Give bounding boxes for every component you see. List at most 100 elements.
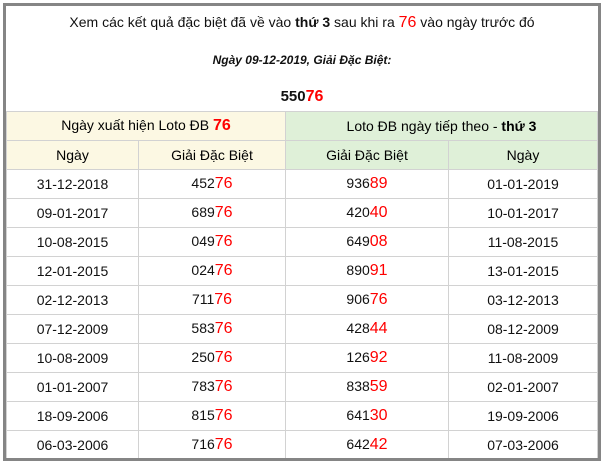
col-header-date: Ngày <box>6 140 139 170</box>
next-prize-head: 641 <box>346 407 370 423</box>
next-date-cell: 19-09-2006 <box>448 401 598 431</box>
next-prize-head: 642 <box>346 436 370 452</box>
prize-head: 783 <box>191 378 215 394</box>
table-row: 01-01-2007 78376 83859 02-01-2007 <box>6 372 598 402</box>
table-row: 07-12-2009 58376 42844 08-12-2009 <box>6 314 598 344</box>
date-cell: 09-01-2017 <box>6 198 139 228</box>
next-prize-head: 936 <box>346 175 370 191</box>
prize-tail: 76 <box>214 204 233 221</box>
next-prize-head: 420 <box>346 204 370 220</box>
next-prize-head: 890 <box>346 262 370 278</box>
next-prize-head: 126 <box>346 349 370 365</box>
next-prize-cell: 42040 <box>285 198 449 228</box>
next-date-cell: 11-08-2009 <box>448 343 598 373</box>
prize-head: 452 <box>191 175 215 191</box>
table-row: 10-08-2009 25076 12692 11-08-2009 <box>6 343 598 373</box>
group-left-label: Ngày xuất hiện Loto ĐB <box>61 117 213 133</box>
intro-pre: Xem các kết quả đặc biệt đã về vào <box>69 14 296 30</box>
group-right-label: Loto ĐB ngày tiếp theo - <box>346 118 502 134</box>
prize-head: 024 <box>191 262 215 278</box>
next-prize-tail: 30 <box>369 407 388 424</box>
intro-mid: sau khi ra <box>330 14 399 30</box>
next-date-cell: 11-08-2015 <box>448 227 598 257</box>
next-prize-tail: 59 <box>369 378 388 395</box>
next-prize-tail: 44 <box>369 320 388 337</box>
col-header-next-date: Ngày <box>448 140 598 170</box>
prize-cell: 71676 <box>138 430 286 458</box>
date-cell: 07-12-2009 <box>6 314 139 344</box>
results-table: Ngày xuất hiện Loto ĐB 76 Loto ĐB ngày t… <box>6 111 598 458</box>
prize-head: 711 <box>191 291 215 307</box>
prize-tail: 76 <box>214 407 233 424</box>
next-prize-cell: 90676 <box>285 285 449 315</box>
table-row: 09-01-2017 68976 42040 10-01-2017 <box>6 198 598 228</box>
intro-weekday: thứ 3 <box>295 14 331 30</box>
prize-head: 250 <box>191 349 215 365</box>
prize-cell: 25076 <box>138 343 286 373</box>
prize-cell: 04976 <box>138 227 286 257</box>
prize-tail: 76 <box>214 320 233 337</box>
next-date-cell: 03-12-2013 <box>448 285 598 315</box>
date-cell: 02-12-2013 <box>6 285 139 315</box>
special-tail: 76 <box>305 88 324 105</box>
prize-tail: 76 <box>214 233 233 250</box>
table-row: 31-12-2018 45276 93689 01-01-2019 <box>6 169 598 199</box>
next-date-cell: 07-03-2006 <box>448 430 598 458</box>
table-row: 10-08-2015 04976 64908 11-08-2015 <box>6 227 598 257</box>
prize-tail: 76 <box>214 291 233 308</box>
next-prize-head: 428 <box>346 320 370 336</box>
prize-cell: 45276 <box>138 169 286 199</box>
prize-head: 689 <box>191 204 215 220</box>
next-date-cell: 13-01-2015 <box>448 256 598 286</box>
date-cell: 01-01-2007 <box>6 372 139 402</box>
table-row: 18-09-2006 81576 64130 19-09-2006 <box>6 401 598 431</box>
group-right-weekday: thứ 3 <box>501 118 537 134</box>
table-row: 12-01-2015 02476 89091 13-01-2015 <box>6 256 598 286</box>
prize-head: 716 <box>191 436 215 452</box>
prize-tail: 76 <box>214 175 233 192</box>
prize-head: 049 <box>191 233 215 249</box>
next-prize-tail: 08 <box>369 233 388 250</box>
next-prize-cell: 83859 <box>285 372 449 402</box>
group-header-left: Ngày xuất hiện Loto ĐB 76 <box>6 111 286 141</box>
next-prize-head: 906 <box>346 291 370 307</box>
next-prize-cell: 93689 <box>285 169 449 199</box>
results-panel: Xem các kết quả đặc biệt đã về vào thứ 3… <box>3 3 601 461</box>
next-prize-head: 838 <box>346 378 370 394</box>
group-header-right: Loto ĐB ngày tiếp theo - thứ 3 <box>285 111 598 141</box>
next-prize-cell: 64130 <box>285 401 449 431</box>
date-cell: 12-01-2015 <box>6 256 139 286</box>
date-line: Ngày 09-12-2019, Giải Đặc Biệt: <box>212 53 392 67</box>
date-cell: 10-08-2015 <box>6 227 139 257</box>
next-prize-tail: 40 <box>369 204 388 221</box>
next-prize-head: 649 <box>346 233 370 249</box>
intro-post: vào ngày trước đó <box>416 14 535 30</box>
next-prize-cell: 64242 <box>285 430 449 458</box>
prize-tail: 76 <box>214 349 233 366</box>
group-left-number: 76 <box>212 117 231 134</box>
col-header-prize: Giải Đặc Biệt <box>138 140 286 170</box>
prize-cell: 78376 <box>138 372 286 402</box>
prize-head: 583 <box>191 320 215 336</box>
prize-tail: 76 <box>214 262 233 279</box>
prize-cell: 68976 <box>138 198 286 228</box>
next-prize-cell: 89091 <box>285 256 449 286</box>
table-row: 02-12-2013 71176 90676 03-12-2013 <box>6 285 598 315</box>
special-prize: 55076 <box>6 88 598 106</box>
prize-cell: 58376 <box>138 314 286 344</box>
next-prize-cell: 12692 <box>285 343 449 373</box>
date-cell: 06-03-2006 <box>6 430 139 458</box>
next-prize-cell: 64908 <box>285 227 449 257</box>
next-prize-tail: 91 <box>369 262 388 279</box>
prize-tail: 76 <box>214 436 233 453</box>
intro-number: 76 <box>398 14 417 31</box>
next-prize-tail: 89 <box>369 175 388 192</box>
prize-cell: 02476 <box>138 256 286 286</box>
prize-head: 815 <box>191 407 215 423</box>
next-prize-tail: 42 <box>369 436 388 453</box>
date-cell: 31-12-2018 <box>6 169 139 199</box>
prize-cell: 71176 <box>138 285 286 315</box>
next-date-cell: 01-01-2019 <box>448 169 598 199</box>
special-head: 550 <box>280 88 306 105</box>
col-header-next-prize: Giải Đặc Biệt <box>285 140 449 170</box>
